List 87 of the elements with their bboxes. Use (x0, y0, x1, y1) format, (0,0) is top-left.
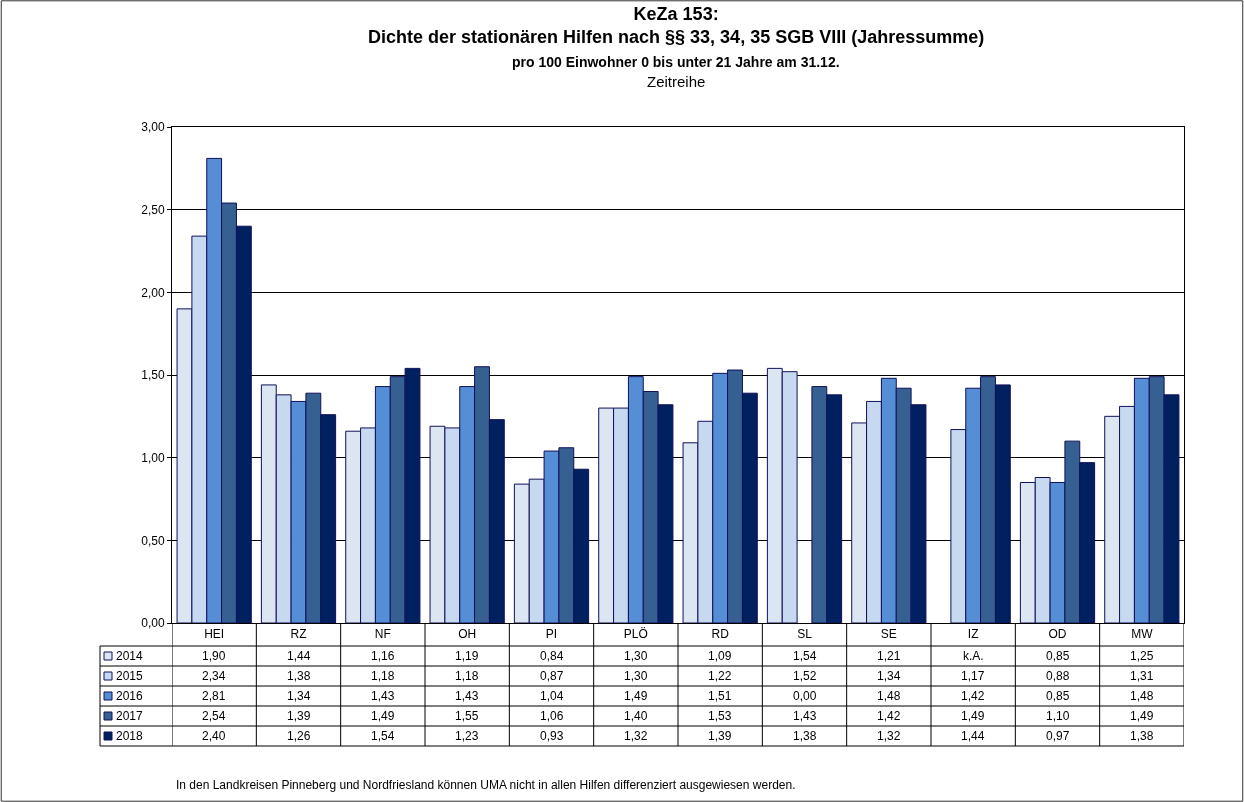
data-label: 1,34 (287, 689, 311, 703)
data-label: 0,88 (1046, 669, 1070, 683)
data-label: 1,51 (708, 689, 732, 703)
data-label: 1,54 (371, 729, 395, 743)
chart-subtitle: pro 100 Einwohner 0 bis unter 21 Jahre am 31.12. Zeitreihe (512, 54, 840, 90)
x-tick-label: RD (711, 627, 730, 642)
x-tick-label: MW (1131, 627, 1154, 642)
data-label: 1,22 (708, 669, 732, 683)
data-label: 0,93 (540, 729, 564, 743)
data-label: 1,31 (1130, 669, 1154, 683)
legend-label: 2018 (116, 729, 144, 743)
data-label: 1,17 (961, 669, 985, 683)
text: k.A. (963, 649, 984, 663)
legend-label: 2017 (116, 709, 144, 723)
x-tick-label: HEI (204, 627, 225, 642)
data-label: 1,18 (371, 669, 395, 683)
data-label: 1,34 (877, 669, 901, 683)
data-label: 1,25 (1130, 649, 1154, 663)
data-label: 2,54 (202, 709, 226, 723)
data-label: 1,53 (708, 709, 732, 723)
x-tick-label: SE (880, 627, 897, 642)
data-label: 1,44 (287, 649, 311, 663)
data-label: 1,09 (708, 649, 732, 663)
y-tick-label: 0,00 (141, 616, 165, 631)
data-label: 2,81 (202, 689, 226, 703)
data-label: 1,30 (624, 649, 648, 663)
x-tick-label: OD (1048, 627, 1067, 642)
data-label: 1,49 (624, 689, 648, 703)
x-tick-label: NF (374, 627, 391, 642)
data-label: 0,85 (1046, 649, 1070, 663)
data-label: 1,18 (455, 669, 479, 683)
data-label: 1,32 (624, 729, 648, 743)
data-label: 1,43 (371, 689, 395, 703)
x-tick-label: PI (545, 627, 558, 642)
data-label: 1,38 (793, 729, 817, 743)
x-tick-label: SL (797, 627, 813, 642)
data-label: 1,16 (371, 649, 395, 663)
data-label: 1,49 (1130, 709, 1154, 723)
data-label: 1,04 (540, 689, 564, 703)
legend-label: 2014 (116, 649, 144, 663)
data-label: 1,10 (1046, 709, 1070, 723)
data-label: 1,32 (877, 729, 901, 743)
x-tick-label: OH (458, 627, 477, 642)
data-label: 1,06 (540, 709, 564, 723)
data-label: 1,30 (624, 669, 648, 683)
y-tick-label: 2,00 (141, 285, 165, 300)
x-tick-label: IZ (967, 627, 979, 642)
data-label: 1,52 (793, 669, 817, 683)
data-label: 1,26 (287, 729, 311, 743)
data-label: 1,49 (961, 709, 985, 723)
data-label: 0,87 (540, 669, 564, 683)
data-label: 0,00 (793, 689, 817, 703)
data-label: 0,97 (1046, 729, 1070, 743)
x-tick-label: RZ (290, 627, 307, 642)
data-label: 1,44 (961, 729, 985, 743)
data-label: 1,90 (202, 649, 226, 663)
data-label: 1,55 (455, 709, 479, 723)
data-label: 1,38 (1130, 729, 1154, 743)
data-label: 2,34 (202, 669, 226, 683)
data-label: 1,49 (371, 709, 395, 723)
y-tick-label: 3,00 (141, 120, 165, 135)
data-label: 1,43 (455, 689, 479, 703)
data-label: 2,40 (202, 729, 226, 743)
data-label: 1,39 (708, 729, 732, 743)
data-label: 1,21 (877, 649, 901, 663)
data-label: 0,85 (1046, 689, 1070, 703)
legend-label: 2015 (116, 669, 144, 683)
y-tick-label: 2,50 (141, 202, 165, 217)
y-tick-label: 1,50 (141, 368, 165, 383)
x-tick-label: PLÖ (623, 627, 648, 642)
data-label: 1,54 (793, 649, 817, 663)
data-label: 1,23 (455, 729, 479, 743)
data-label: 1,43 (793, 709, 817, 723)
data-label: 1,42 (961, 689, 985, 703)
data-label: 1,19 (455, 649, 479, 663)
y-tick-label: 1,00 (141, 450, 165, 465)
data-label: 1,48 (1130, 689, 1154, 703)
data-label: 1,40 (624, 709, 648, 723)
legend-label: 2016 (116, 689, 144, 703)
data-label: 1,48 (877, 689, 901, 703)
y-tick-label: 0,50 (141, 533, 165, 548)
data-label: 1,38 (287, 669, 311, 683)
data-label: 1,39 (287, 709, 311, 723)
text: In den Landkreisen Pinneberg und Nordfriesland können UMA nicht in allen Hilfen differenziert ausgewiesen werden. (176, 778, 796, 792)
data-label: 0,84 (540, 649, 564, 663)
chart-title: KeZa 153: Dichte der stationären Hilfen nach §§ 33, 34, 35 SGB VIII (Jahressumme) (368, 4, 985, 48)
data-label: 1,42 (877, 709, 901, 723)
